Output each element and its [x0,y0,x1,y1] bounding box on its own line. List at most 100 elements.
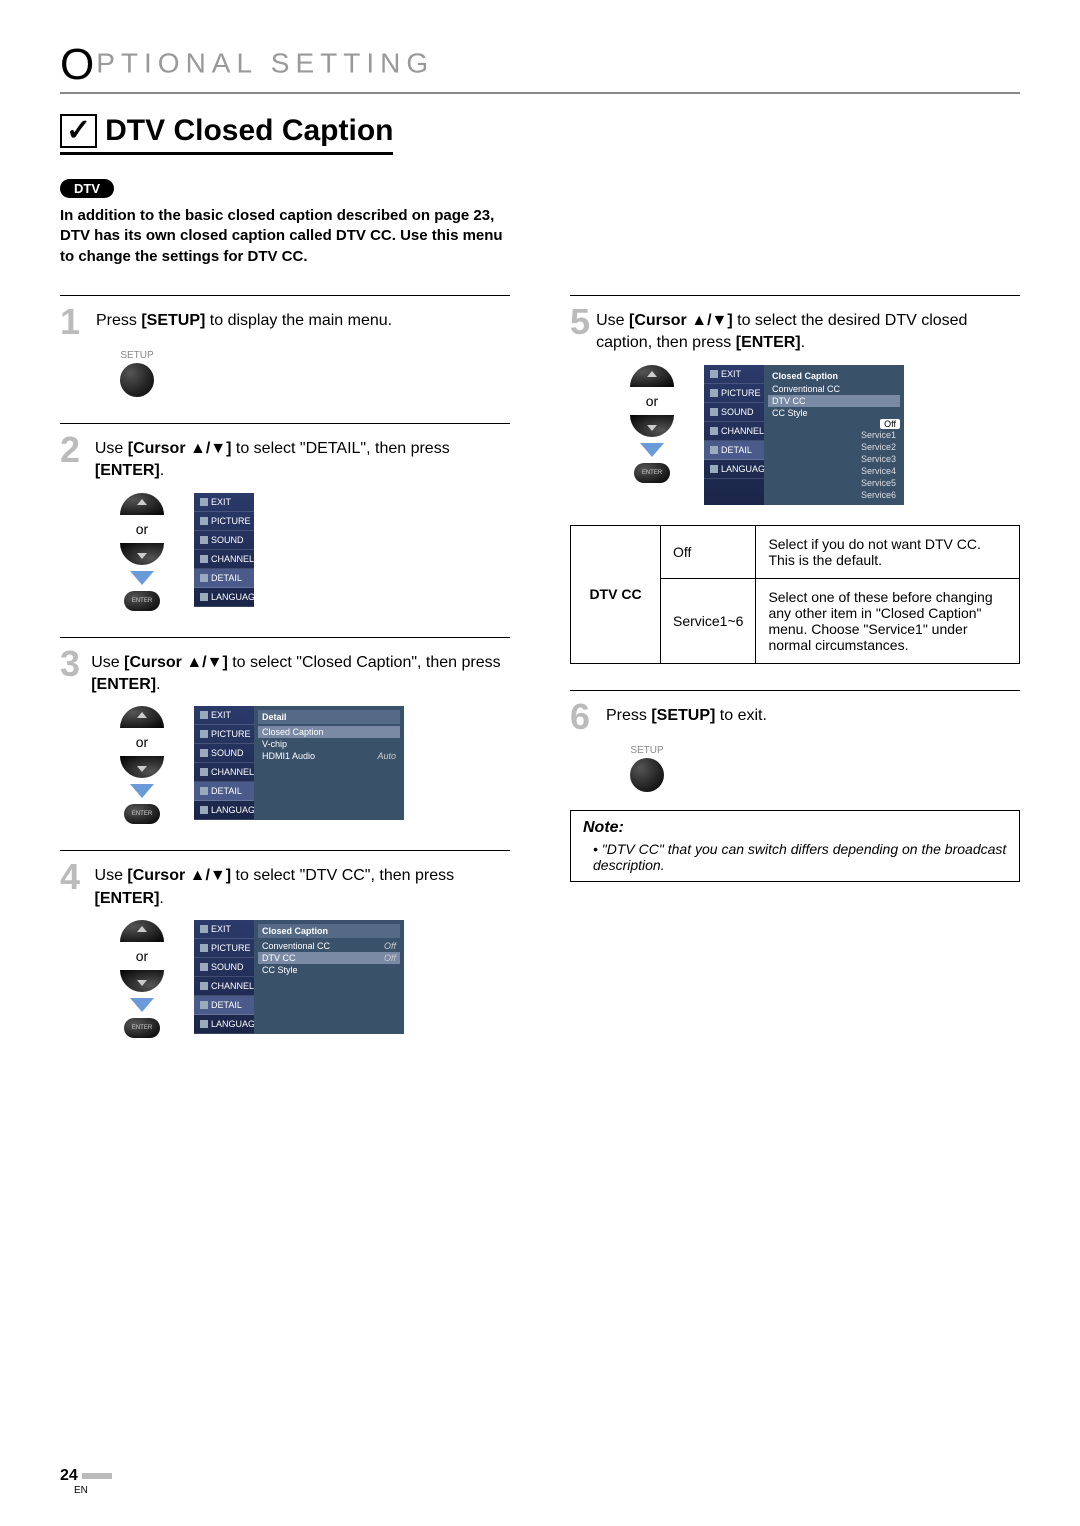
section-header: OPTIONAL SETTING [60,40,1020,94]
big-letter-o: O [60,40,100,89]
p5-opt5: Service5 [768,477,900,489]
step-text-1: Press [SETUP] to display the main menu. [96,304,392,340]
right-column: 5 Use [Cursor ▲/▼] to select the desired… [570,295,1020,1064]
menu-sidebar-3: EXIT PICTURE SOUND CHANNEL DETAIL LANGUA… [194,706,254,820]
p5-opt1: Service1 [768,429,900,441]
p5-opt0: Off [880,419,900,429]
menu-panel-3: EXIT PICTURE SOUND CHANNEL DETAIL LANGUA… [194,706,404,820]
exit-icon [710,370,718,378]
p5-opt4: Service4 [768,465,900,477]
step-4: 4 Use [Cursor ▲/▼] to select "DTV CC", t… [60,850,510,1038]
s2-b2: [ENTER] [95,462,160,479]
s2-b1: [Cursor ▲/▼] [128,440,232,457]
s2-mid: to select "DETAIL", then press [231,440,449,457]
page-num-value: 24 [60,1467,78,1484]
detail-icon [200,787,208,795]
step6-graphic: SETUP [630,745,1020,792]
s6-pre: Press [606,707,651,724]
panel4-title: Closed Caption [258,924,400,938]
s5-b2: [ENTER] [736,334,801,351]
circle-button-icon [120,363,154,397]
step1-post: to display the main menu. [205,312,392,329]
step-6: 6 Press [SETUP] to exit. SETUP Note: "DT… [570,690,1020,882]
s6-bold: [SETUP] [651,707,715,724]
s4-post: . [159,890,163,907]
step5-graphic: or ENTER EXIT PICTURE SOUND CHANNEL DETA… [630,365,1020,505]
s3-post: . [156,676,160,693]
step-text-2: Use [Cursor ▲/▼] to select "DETAIL", the… [95,432,510,483]
channel-icon [200,555,208,563]
triangle-down-icon [130,784,154,798]
sound-icon [200,536,208,544]
s5-b1: [Cursor ▲/▼] [629,312,733,329]
arrow-down-icon [120,756,164,778]
sub-panel-5: Closed Caption Conventional CC DTV CC CC… [764,365,904,505]
arrow-up-icon [630,365,674,387]
arrow-down-icon [120,970,164,992]
sb-sound: SOUND [194,531,254,550]
sb-channel: CHANNEL [194,550,254,569]
cursor-group-5: or ENTER [630,365,674,483]
s3-mid: to select "Closed Caption", then press [228,654,501,671]
step-text-4: Use [Cursor ▲/▼] to select "DTV CC", the… [95,859,510,910]
s2-pre: Use [95,440,128,457]
sb-language: LANGUAGE [194,588,254,607]
dtv-cc-table: DTV CC Off Select if you do not want DTV… [570,525,1020,664]
picture-icon [710,389,718,397]
menu-panel-5: EXIT PICTURE SOUND CHANNEL DETAIL LANGUA… [704,365,904,505]
left-column: 1 Press [SETUP] to display the main menu… [60,295,510,1064]
panel4-row1: DTV CCOff [258,952,400,964]
arrow-up-icon [120,493,164,515]
s6-post: to exit. [715,707,767,724]
step-3: 3 Use [Cursor ▲/▼] to select "Closed Cap… [60,637,510,825]
p5-row0: Conventional CC [768,383,900,395]
step3-graphic: or ENTER EXIT PICTURE SOUND CHANNEL DETA… [120,706,510,824]
sound-icon [200,963,208,971]
step-text-6: Press [SETUP] to exit. [606,699,767,735]
table-opt-0: Off [661,525,756,578]
table-label: DTV CC [571,525,661,663]
sb-exit: EXIT [194,493,254,512]
panel3-row2: HDMI1 AudioAuto [258,750,400,762]
p5-opt6: Service6 [768,489,900,501]
step1-graphic: SETUP [120,350,510,397]
step-5: 5 Use [Cursor ▲/▼] to select the desired… [570,295,1020,664]
intro-paragraph: In addition to the basic closed caption … [60,206,520,267]
or-text-2: or [120,521,164,537]
detail-icon [200,574,208,582]
panel4-row0: Conventional CCOff [258,940,400,952]
page-title: ✓DTV Closed Caption [60,114,393,155]
arrow-up-icon [120,920,164,942]
cursor-group-3: or ENTER [120,706,164,824]
check-icon: ✓ [60,114,97,148]
arrow-up-icon [120,706,164,728]
language-icon [200,1020,208,1028]
arrow-down-icon [630,415,674,437]
table-opt-1: Service1~6 [661,578,756,663]
or-text-3: or [120,734,164,750]
step2-graphic: or ENTER EXIT PICTURE SOUND CHANNEL DETA… [120,493,510,611]
or-text-5: or [630,393,674,409]
step-num-1: 1 [60,304,96,340]
s2-post: . [160,462,164,479]
columns: 1 Press [SETUP] to display the main menu… [60,295,1020,1064]
sb-picture: PICTURE [194,512,254,531]
panel3-row1: V-chip [258,738,400,750]
exit-icon [200,498,208,506]
sound-icon [710,408,718,416]
channel-icon [200,768,208,776]
circle-button-icon [630,758,664,792]
page-number: 24 EN [60,1467,112,1496]
p5-row2: CC Style [768,407,900,419]
s4-b1: [Cursor ▲/▼] [127,867,231,884]
sb-detail: DETAIL [194,569,254,588]
dtv-badge: DTV [60,179,114,198]
setup-button-graphic: SETUP [120,350,154,397]
table-desc-1: Select one of these before changing any … [756,578,1020,663]
page-bar-icon [82,1473,112,1479]
step-num-2: 2 [60,432,95,483]
step-num-3: 3 [60,646,91,697]
triangle-down-icon [640,443,664,457]
channel-icon [710,427,718,435]
menu-sidebar-2: EXIT PICTURE SOUND CHANNEL DETAIL LANGUA… [194,493,254,607]
